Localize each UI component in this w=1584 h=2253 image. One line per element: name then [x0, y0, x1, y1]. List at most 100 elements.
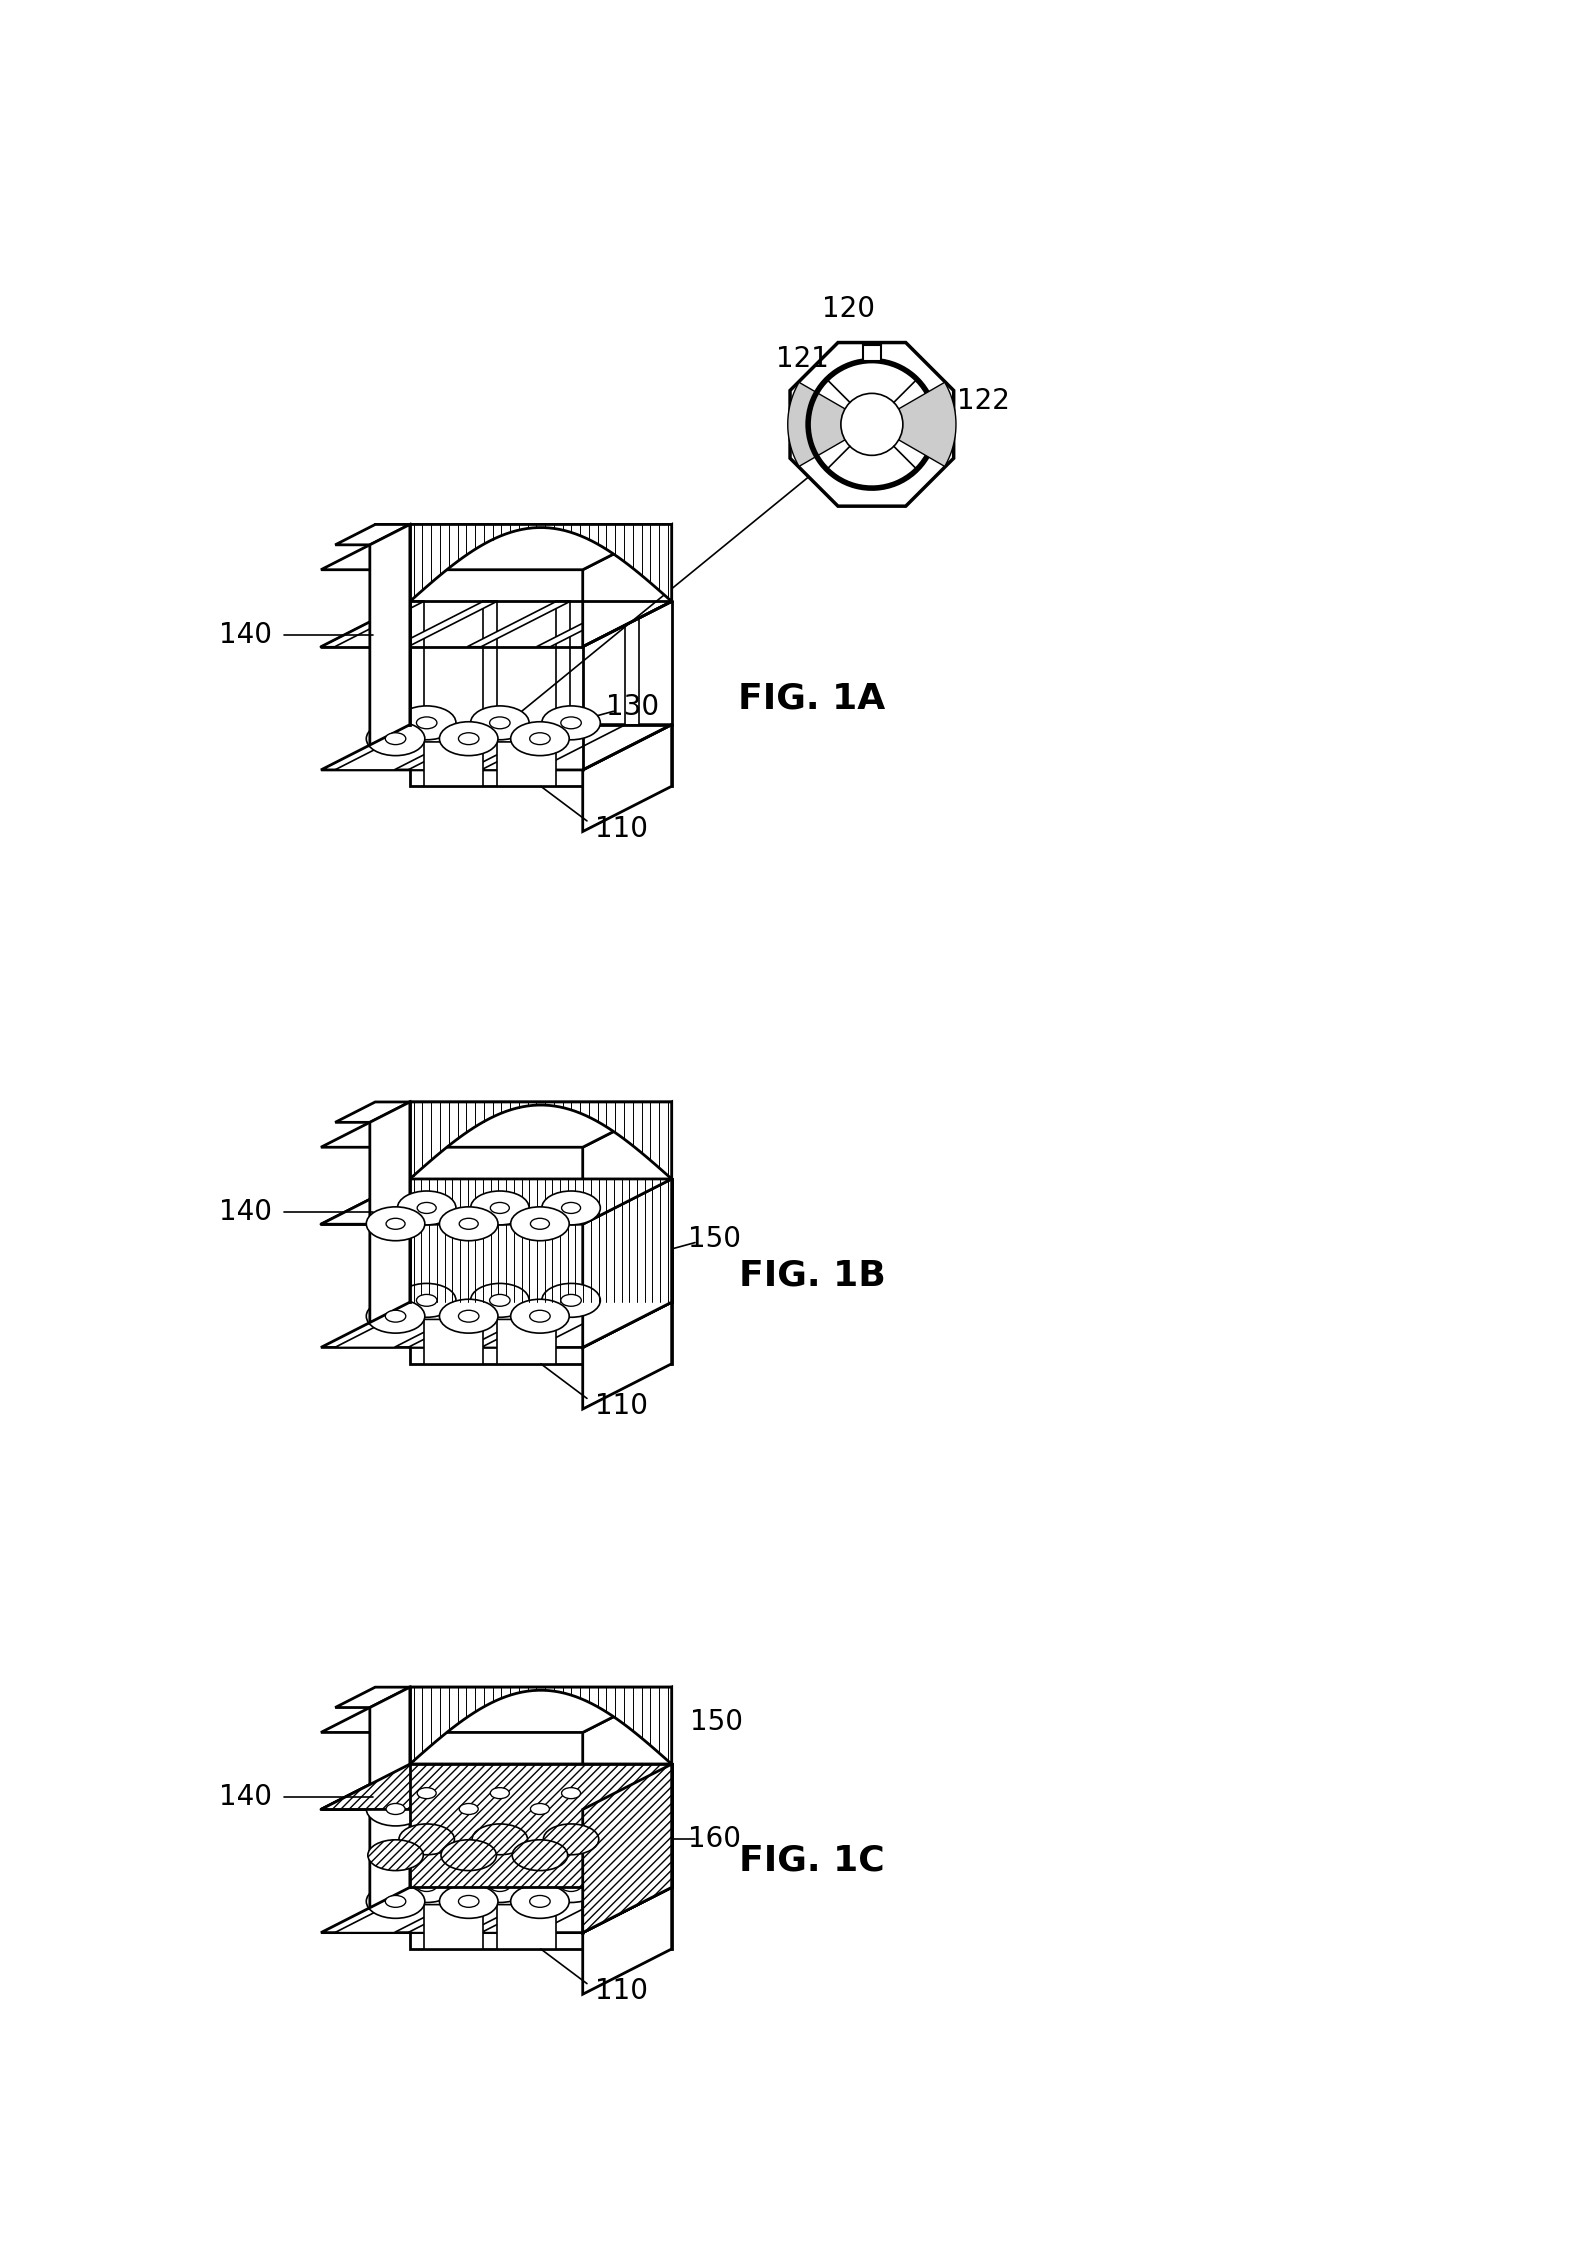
Text: 140: 140: [220, 1199, 272, 1226]
Polygon shape: [482, 725, 626, 771]
Polygon shape: [410, 1764, 425, 1888]
Polygon shape: [336, 525, 410, 545]
Ellipse shape: [470, 1775, 529, 1809]
Polygon shape: [409, 1302, 556, 1347]
Ellipse shape: [417, 716, 437, 728]
Ellipse shape: [489, 1295, 510, 1307]
Ellipse shape: [398, 1775, 456, 1809]
Polygon shape: [556, 602, 570, 725]
Polygon shape: [322, 1764, 672, 1809]
Polygon shape: [626, 602, 640, 725]
Ellipse shape: [385, 1895, 406, 1908]
Text: 110: 110: [596, 816, 648, 843]
Polygon shape: [369, 1687, 410, 1908]
Polygon shape: [483, 602, 497, 725]
Polygon shape: [334, 1302, 483, 1347]
Text: 130: 130: [607, 694, 659, 721]
Polygon shape: [322, 1102, 672, 1147]
Polygon shape: [322, 602, 425, 647]
Polygon shape: [583, 1888, 672, 1994]
Polygon shape: [467, 1178, 570, 1223]
Text: 110: 110: [596, 1392, 648, 1419]
Ellipse shape: [386, 1802, 406, 1814]
Polygon shape: [425, 1888, 483, 1949]
Polygon shape: [410, 1178, 672, 1302]
Polygon shape: [583, 1102, 672, 1223]
Polygon shape: [410, 1888, 672, 1949]
Ellipse shape: [439, 1791, 497, 1825]
Polygon shape: [483, 1178, 497, 1302]
Polygon shape: [463, 1302, 556, 1320]
Text: 122: 122: [957, 388, 1011, 415]
Polygon shape: [410, 1764, 672, 1888]
Polygon shape: [322, 725, 672, 771]
Ellipse shape: [470, 705, 529, 739]
Text: FIG. 1C: FIG. 1C: [740, 1843, 885, 1877]
Ellipse shape: [459, 1219, 478, 1230]
Ellipse shape: [366, 721, 425, 755]
Polygon shape: [863, 345, 881, 360]
Polygon shape: [390, 725, 483, 741]
Ellipse shape: [367, 1841, 423, 1870]
Ellipse shape: [398, 705, 456, 739]
Polygon shape: [463, 1888, 556, 1904]
Polygon shape: [375, 1102, 410, 1302]
Ellipse shape: [472, 1825, 527, 1854]
Polygon shape: [322, 1178, 672, 1223]
Ellipse shape: [385, 732, 406, 746]
Ellipse shape: [417, 1295, 437, 1307]
Text: 120: 120: [822, 295, 876, 322]
Ellipse shape: [439, 1300, 497, 1334]
Ellipse shape: [561, 716, 581, 728]
Polygon shape: [583, 1302, 672, 1408]
Ellipse shape: [529, 1895, 550, 1908]
Ellipse shape: [458, 732, 478, 746]
Ellipse shape: [510, 1791, 569, 1825]
Ellipse shape: [489, 716, 510, 728]
Polygon shape: [410, 725, 672, 786]
Ellipse shape: [542, 1284, 600, 1318]
Ellipse shape: [417, 1879, 437, 1893]
Polygon shape: [322, 1764, 425, 1809]
Polygon shape: [583, 1764, 672, 1933]
Polygon shape: [482, 1302, 626, 1347]
Polygon shape: [410, 602, 425, 725]
Polygon shape: [463, 725, 556, 741]
Polygon shape: [375, 525, 410, 725]
Polygon shape: [790, 342, 954, 507]
Ellipse shape: [366, 1208, 425, 1241]
Ellipse shape: [510, 721, 569, 755]
Polygon shape: [482, 1888, 626, 1933]
Ellipse shape: [439, 1884, 497, 1917]
Text: 110: 110: [596, 1978, 648, 2005]
Polygon shape: [410, 1687, 672, 1764]
Ellipse shape: [529, 1311, 550, 1323]
Polygon shape: [410, 1178, 425, 1302]
Ellipse shape: [399, 1825, 455, 1854]
Polygon shape: [322, 1687, 672, 1733]
Ellipse shape: [398, 1868, 456, 1902]
Polygon shape: [390, 1888, 483, 1904]
Ellipse shape: [470, 1192, 529, 1226]
Ellipse shape: [512, 1841, 567, 1870]
Polygon shape: [410, 525, 672, 602]
Ellipse shape: [561, 1295, 581, 1307]
Ellipse shape: [458, 1311, 478, 1323]
Polygon shape: [583, 725, 672, 831]
Ellipse shape: [562, 1203, 581, 1214]
Polygon shape: [483, 1764, 497, 1888]
Text: 150: 150: [691, 1708, 743, 1737]
Polygon shape: [556, 1764, 570, 1888]
Ellipse shape: [458, 1895, 478, 1908]
Polygon shape: [410, 1302, 672, 1363]
Polygon shape: [394, 1764, 497, 1809]
Polygon shape: [390, 1302, 483, 1320]
Text: 140: 140: [220, 622, 272, 649]
Polygon shape: [369, 1102, 410, 1323]
Ellipse shape: [439, 1208, 497, 1241]
Ellipse shape: [543, 1825, 599, 1854]
Ellipse shape: [542, 1775, 600, 1809]
Ellipse shape: [386, 1219, 406, 1230]
Polygon shape: [467, 1764, 570, 1809]
Polygon shape: [537, 1178, 640, 1223]
